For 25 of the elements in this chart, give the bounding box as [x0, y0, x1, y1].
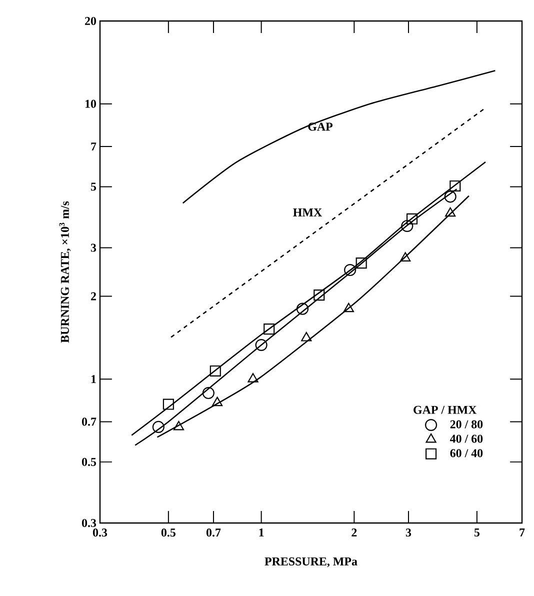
y-axis-title: BURNING RATE, ×10$^{3}$ m/s	[59, 201, 71, 343]
legend-title: GAP / HMX	[414, 406, 477, 414]
x-tick-label: 0.5	[161, 528, 176, 537]
legend-label: 60 / 40	[450, 449, 483, 458]
y-tick-label: 0.7	[82, 418, 96, 426]
y-tick-label: 10	[85, 100, 96, 108]
y-tick-label: 0.5	[82, 458, 96, 466]
legend-label: 40 / 60	[450, 434, 483, 443]
y-tick-label: 5	[90, 182, 96, 191]
series-label: HMX	[293, 208, 322, 216]
x-tick-label: 0.7	[206, 528, 221, 537]
y-tick-label: 7	[91, 142, 96, 150]
series-label: GAP	[308, 122, 333, 131]
y-tick-label: 0.3	[82, 518, 96, 528]
x-tick-label: 2	[352, 528, 357, 536]
y-tick-label: 20	[85, 16, 96, 26]
legend-label: 20 / 80	[450, 420, 483, 428]
x-tick-label: 7	[520, 528, 525, 536]
y-tick-label: 2	[91, 292, 96, 300]
x-axis-title: PRESSURE, MPa	[264, 557, 358, 568]
y-tick-label: 1	[91, 375, 96, 384]
x-tick-label: 5	[474, 528, 480, 536]
y-tick-label: 3	[90, 244, 96, 252]
x-tick-label: 3	[406, 528, 412, 537]
x-tick-label: 1	[259, 528, 264, 536]
